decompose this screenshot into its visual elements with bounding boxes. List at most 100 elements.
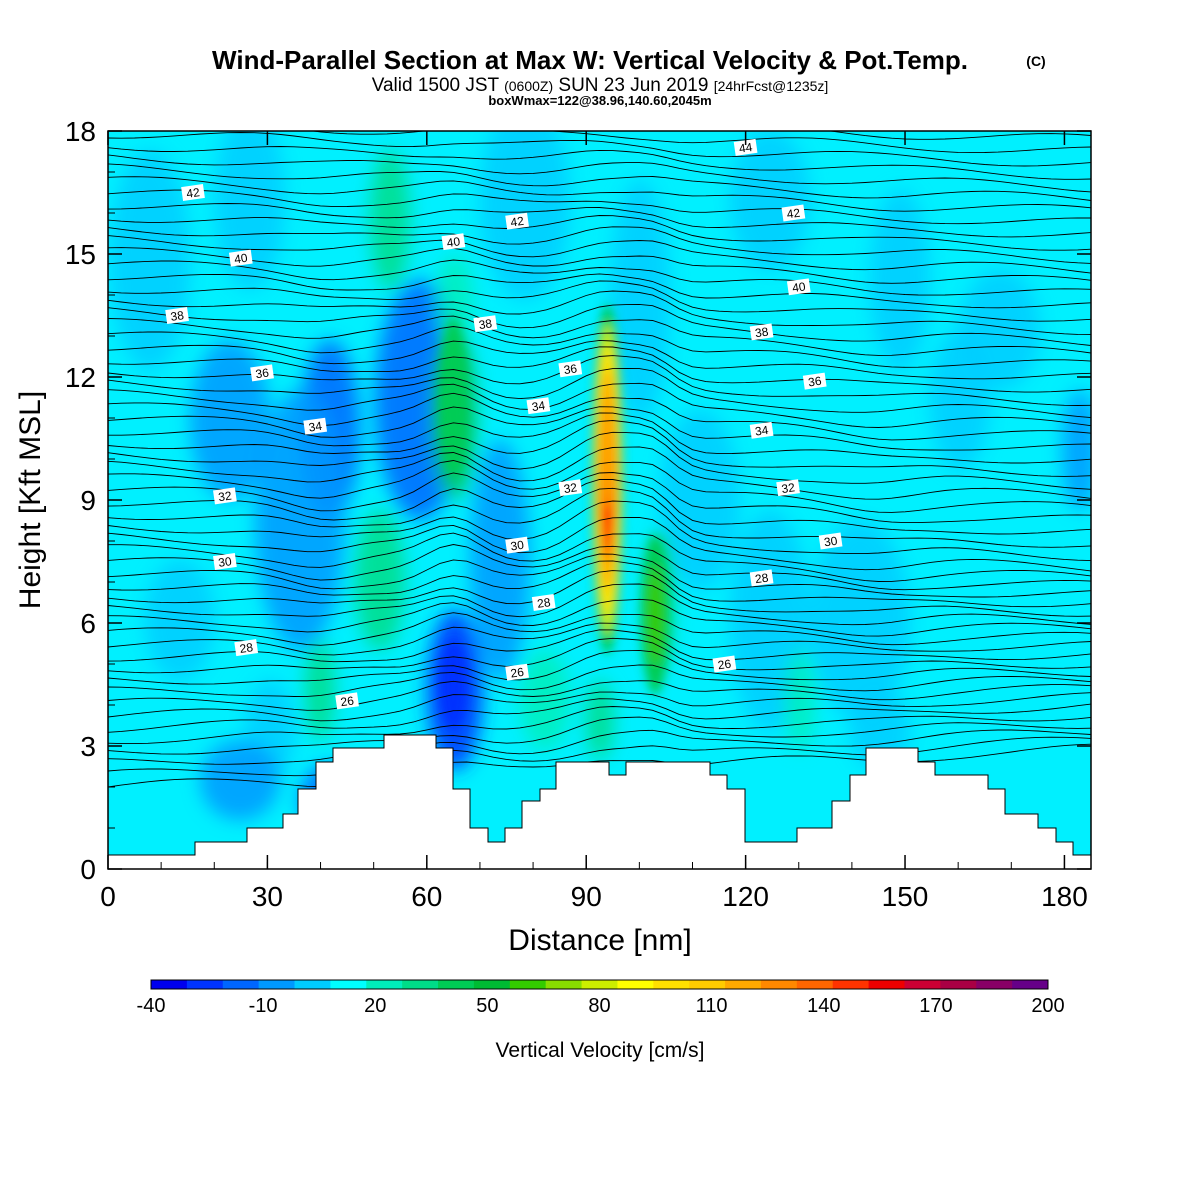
isentrope-30 xyxy=(108,412,1091,464)
w-blob-0 xyxy=(110,150,190,370)
isentrope-label-5: 40 xyxy=(228,249,253,267)
isentrope-label-box xyxy=(526,397,551,415)
isentrope-label-26: 26 xyxy=(712,655,737,673)
colorbar-swatch-23 xyxy=(976,980,1013,989)
plot-area: 44 42 42 42 40 40 40 38 38 38 36 36 36 34 34 34 32 32 32 30… xyxy=(108,131,1091,869)
valid-line: Valid 1500 JST (0600Z) SUN 23 Jun 2019 [… xyxy=(372,75,829,96)
isentrope-label-box xyxy=(335,692,359,710)
isentrope-9 xyxy=(108,649,1091,685)
isentrope-31 xyxy=(108,406,1091,451)
isentrope-15 xyxy=(108,583,1091,626)
isentrope-17 xyxy=(108,560,1091,608)
w-blob-21 xyxy=(960,270,1040,390)
isentrope-label-box xyxy=(213,487,237,505)
isentrope-label-box xyxy=(733,138,758,156)
colorbar-tick-label-2: 20 xyxy=(364,995,386,1017)
isentrope-label-box xyxy=(505,663,529,681)
isentrope-20 xyxy=(108,532,1091,582)
chart-title: Wind-Parallel Section at Max W: Vertical… xyxy=(212,45,968,75)
isentrope-label-box xyxy=(213,553,237,570)
colorbar-tick-label-3: 50 xyxy=(476,995,498,1017)
isentrope-28 xyxy=(108,431,1091,490)
colorbar-swatch-24 xyxy=(1012,980,1049,989)
colorbar-swatch-20 xyxy=(868,980,905,989)
isentrope-55 xyxy=(108,132,1091,167)
isentrope-22 xyxy=(108,500,1091,562)
isentrope-label-text: 30 xyxy=(217,554,232,570)
isentrope-label-box xyxy=(558,479,583,497)
isentrope-18 xyxy=(108,553,1091,598)
isentrope-label-16: 32 xyxy=(213,487,237,505)
isentrope-label-3: 42 xyxy=(781,204,806,222)
colorbar-swatch-5 xyxy=(330,980,367,989)
isentrope-3 xyxy=(108,716,1091,755)
w-blob-15 xyxy=(660,410,740,590)
isentrope-33 xyxy=(108,382,1091,428)
isentrope-47 xyxy=(108,226,1091,264)
isentrope-4 xyxy=(108,706,1091,745)
w-blob-13 xyxy=(520,650,570,750)
isentrope-label-box xyxy=(228,249,253,267)
isentrope-label-text: 36 xyxy=(255,365,270,381)
isentrope-label-box xyxy=(234,639,259,657)
isentrope-label-21: 30 xyxy=(818,532,843,550)
isentrope-1 xyxy=(108,736,1091,777)
colorbar-swatch-22 xyxy=(940,980,977,989)
w-blob-14 xyxy=(610,180,670,420)
isentrope-label-text: 32 xyxy=(781,480,796,496)
isentrope-label-text: 38 xyxy=(478,316,493,332)
isentrope-11 xyxy=(108,629,1091,663)
isentrope-label-4: 40 xyxy=(441,233,466,251)
isentrope-8 xyxy=(108,664,1091,697)
colorbar-tick-label-6: 140 xyxy=(807,995,840,1017)
y-tick-label-6: 18 xyxy=(65,116,96,147)
colorbar-swatch-16 xyxy=(725,980,762,989)
isentrope-label-text: 30 xyxy=(823,534,838,550)
updraft-core-0-5 xyxy=(602,399,613,510)
y-tick-label-5: 15 xyxy=(65,239,96,270)
title-mark: (C) xyxy=(1026,53,1045,69)
box-info: boxWmax=122@38.96,140.60,2045m xyxy=(488,93,711,108)
isentrope-43 xyxy=(108,273,1091,309)
isentrope-label-text: 28 xyxy=(754,570,769,586)
colorbar-swatch-8 xyxy=(438,980,475,989)
isentrope-label-box xyxy=(303,417,328,435)
isentrope-label-text: 40 xyxy=(446,234,461,250)
x-tick-label-5: 150 xyxy=(882,881,929,912)
isentrope-0 xyxy=(108,743,1091,788)
isentrope-label-11: 36 xyxy=(250,364,274,382)
isentrope-label-box xyxy=(776,479,800,497)
isentrope-44 xyxy=(108,259,1091,296)
y-tick-label-2: 6 xyxy=(80,608,96,639)
isentrope-label-13: 34 xyxy=(526,397,551,415)
w-blob-22 xyxy=(1062,390,1091,510)
colorbar: -40 -10 20 50 80 110 140 170 200 xyxy=(137,979,1065,1017)
isentrope-42 xyxy=(108,280,1091,322)
isentrope-label-24: 28 xyxy=(234,639,259,657)
isentrope-2 xyxy=(108,729,1091,765)
title-block: Wind-Parallel Section at Max W: Vertical… xyxy=(212,45,1046,108)
colorbar-label: Vertical Velocity [cm/s] xyxy=(496,1039,705,1062)
isentrope-label-text: 26 xyxy=(340,693,355,709)
isentrope-39 xyxy=(108,315,1091,356)
isentrope-57 xyxy=(827,131,1091,140)
isentrope-52 xyxy=(108,163,1091,201)
w-blob-27 xyxy=(785,650,815,750)
isentrope-label-text: 34 xyxy=(308,419,323,435)
isentrope-48 xyxy=(108,215,1091,251)
isentrope-label-6: 40 xyxy=(786,278,811,296)
colorbar-frame xyxy=(150,979,1049,990)
colorbar-swatch-2 xyxy=(222,980,260,989)
w-blob-12 xyxy=(480,131,570,300)
isentrope-label-18: 32 xyxy=(776,479,800,497)
colorbar-swatch-19 xyxy=(832,980,870,989)
w-blob-1 xyxy=(215,131,285,290)
isentrope-38 xyxy=(108,326,1091,368)
w-blob-19 xyxy=(870,190,930,370)
colorbar-swatch-7 xyxy=(402,980,439,989)
isentrope-label-17: 32 xyxy=(558,479,583,497)
isentrope-label-12: 36 xyxy=(802,372,827,390)
isentrope-label-22: 28 xyxy=(531,594,556,611)
